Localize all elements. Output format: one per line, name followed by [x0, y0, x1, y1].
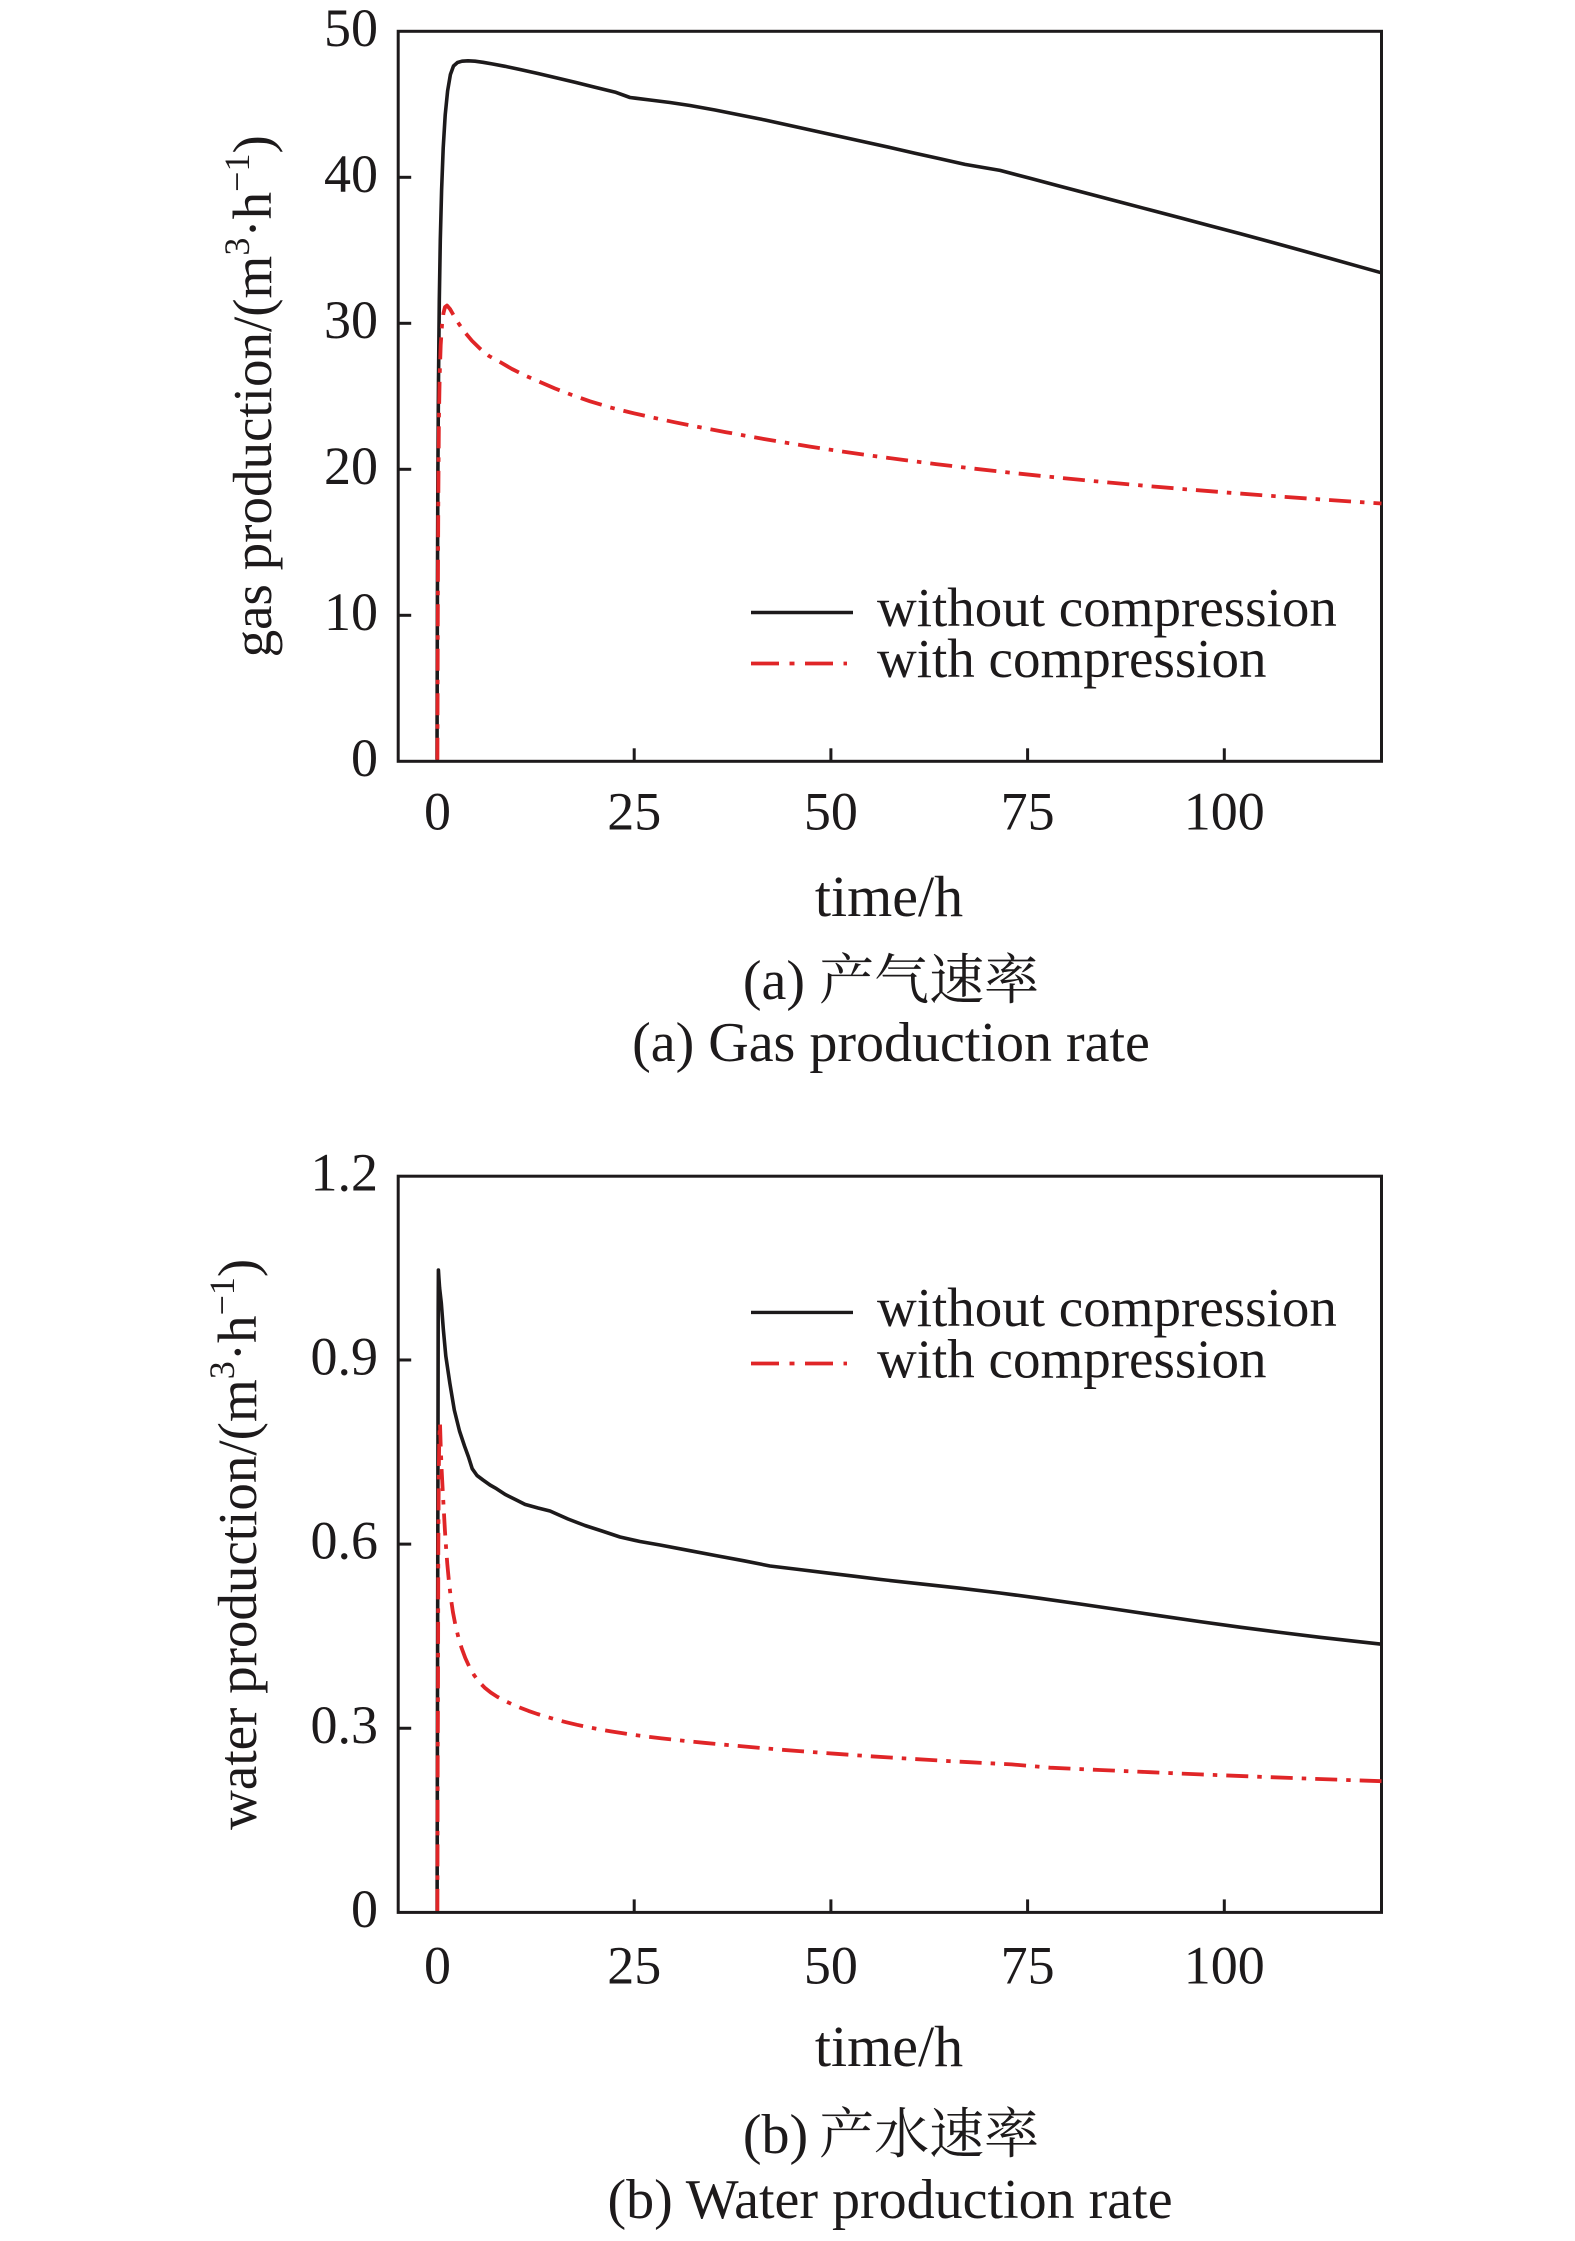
- svg-text:with compression: with compression: [877, 628, 1267, 689]
- svg-text:1.2: 1.2: [311, 1143, 379, 1203]
- svg-text:0.3: 0.3: [311, 1695, 379, 1755]
- svg-text:time/h: time/h: [815, 864, 963, 929]
- svg-text:0.6: 0.6: [311, 1511, 379, 1571]
- svg-text:(b): (b): [743, 2104, 808, 2166]
- svg-text:25: 25: [607, 1935, 661, 1995]
- svg-text:without compression: without compression: [877, 577, 1337, 638]
- svg-text:time/h: time/h: [815, 2014, 963, 2079]
- svg-text:gas production/(m3·h−1): gas production/(m3·h−1): [217, 135, 283, 657]
- svg-text:0: 0: [351, 728, 378, 788]
- svg-text:10: 10: [324, 582, 378, 642]
- svg-text:(a) Gas production rate: (a) Gas production rate: [632, 1012, 1150, 1074]
- svg-text:40: 40: [324, 144, 378, 204]
- svg-text:30: 30: [324, 290, 378, 350]
- svg-text:0: 0: [424, 1935, 451, 1995]
- svg-text:water production/(m3·h−1): water production/(m3·h−1): [202, 1259, 268, 1830]
- svg-text:100: 100: [1184, 1935, 1265, 1995]
- svg-text:50: 50: [324, 0, 378, 58]
- svg-text:0.9: 0.9: [311, 1327, 379, 1387]
- svg-text:75: 75: [1001, 781, 1055, 841]
- svg-text:(b) Water production rate: (b) Water production rate: [607, 2169, 1172, 2231]
- svg-text:with compression: with compression: [877, 1329, 1267, 1390]
- svg-text:0: 0: [424, 781, 451, 841]
- svg-text:100: 100: [1184, 781, 1265, 841]
- svg-text:without compression: without compression: [877, 1277, 1337, 1338]
- svg-text:25: 25: [607, 781, 661, 841]
- svg-text:20: 20: [324, 436, 378, 496]
- svg-text:50: 50: [804, 781, 858, 841]
- svg-text:75: 75: [1001, 1935, 1055, 1995]
- svg-text:(a): (a): [743, 950, 805, 1012]
- svg-text:50: 50: [804, 1935, 858, 1995]
- svg-text:0: 0: [351, 1879, 378, 1939]
